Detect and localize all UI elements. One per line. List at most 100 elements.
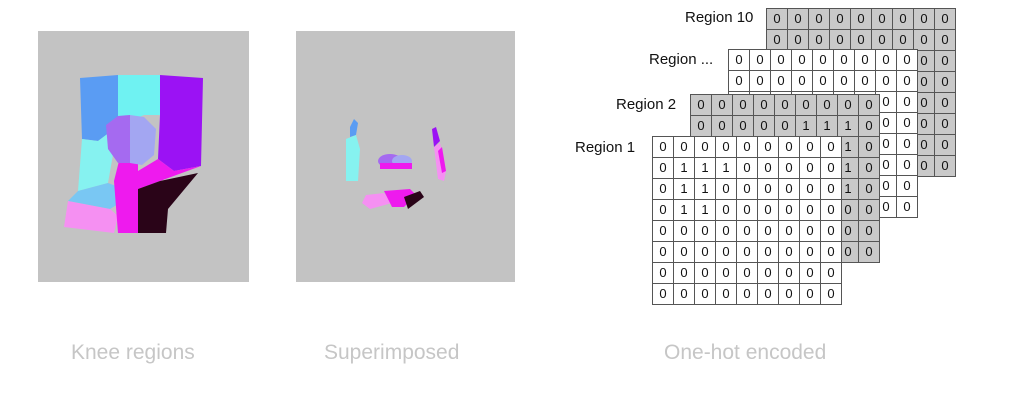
knee-regions-map (38, 31, 249, 282)
grid-cell: 0 (872, 30, 893, 51)
grid-cell: 0 (834, 50, 855, 71)
grid-cell: 0 (674, 137, 695, 158)
grid-cell: 0 (729, 50, 750, 71)
grid-cell: 1 (817, 116, 838, 137)
region-10-label: Region 10 (685, 9, 753, 26)
grid-cell: 0 (800, 263, 821, 284)
grid-cell: 0 (737, 242, 758, 263)
grid-cell: 0 (733, 95, 754, 116)
grid-cell: 0 (792, 50, 813, 71)
grid-cell: 0 (653, 179, 674, 200)
grid-cell: 0 (821, 137, 842, 158)
grid-cell: 0 (779, 221, 800, 242)
grid-cell: 0 (897, 50, 918, 71)
grid-cell: 0 (821, 200, 842, 221)
grid-row: 000000000 (653, 221, 842, 242)
grid-row: 011000000 (653, 179, 842, 200)
grid-cell: 0 (716, 137, 737, 158)
grid-cell: 0 (859, 137, 880, 158)
caption-knee-regions: Knee regions (71, 341, 195, 365)
region-2-label: Region 2 (616, 96, 676, 113)
grid-cell: 0 (800, 137, 821, 158)
grid-cell: 0 (716, 221, 737, 242)
grid-cell: 0 (737, 221, 758, 242)
grid-cell: 0 (893, 9, 914, 30)
grid-cell: 0 (695, 263, 716, 284)
grid-cell: 0 (775, 116, 796, 137)
grid-cell: 0 (859, 179, 880, 200)
grid-cell: 0 (821, 158, 842, 179)
grid-cell: 1 (716, 158, 737, 179)
grid-cell: 0 (716, 179, 737, 200)
grid-cell: 0 (779, 179, 800, 200)
grid-cell: 0 (897, 134, 918, 155)
grid-cell: 1 (796, 116, 817, 137)
grid-cell: 0 (758, 137, 779, 158)
grid-cell: 0 (800, 158, 821, 179)
grid-cell: 1 (838, 116, 859, 137)
grid-cell: 0 (674, 263, 695, 284)
grid-cell: 1 (674, 179, 695, 200)
grid-cell: 1 (695, 179, 716, 200)
grid-cell: 0 (767, 30, 788, 51)
grid-cell: 0 (691, 95, 712, 116)
grid-cell: 0 (897, 197, 918, 218)
grid-row: 000000000 (767, 9, 956, 30)
grid-cell: 0 (737, 284, 758, 305)
grid-cell: 0 (758, 284, 779, 305)
grid-cell: 0 (935, 51, 956, 72)
grid-row: 000000000 (729, 50, 918, 71)
grid-cell: 0 (712, 116, 733, 137)
grid-cell: 0 (821, 242, 842, 263)
grid-cell: 0 (935, 135, 956, 156)
caption-one-hot-encoded: One-hot encoded (664, 341, 826, 365)
grid-cell: 0 (935, 114, 956, 135)
grid-row: 000000000 (729, 71, 918, 92)
grid-cell: 0 (653, 200, 674, 221)
grid-cell: 0 (716, 200, 737, 221)
grid-cell: 0 (800, 242, 821, 263)
grid-cell: 0 (653, 221, 674, 242)
grid-cell: 0 (809, 9, 830, 30)
grid-cell: 0 (779, 200, 800, 221)
grid-cell: 0 (935, 156, 956, 177)
grid-cell: 0 (855, 71, 876, 92)
grid-cell: 0 (897, 113, 918, 134)
grid-cell: 0 (653, 242, 674, 263)
grid-cell: 0 (813, 50, 834, 71)
grid-cell: 1 (674, 200, 695, 221)
grid-cell: 0 (851, 9, 872, 30)
grid-cell: 0 (821, 263, 842, 284)
grid-cell: 0 (674, 221, 695, 242)
region-cyan-left-strip (346, 135, 360, 181)
grid-cell: 0 (809, 30, 830, 51)
grid-cell: 0 (653, 284, 674, 305)
grid-cell: 0 (767, 9, 788, 30)
superimposed-image (296, 31, 515, 282)
grid-cell: 0 (838, 95, 859, 116)
region-1-grid: 0000000000111000000110000000110000000000… (652, 136, 842, 305)
grid-cell: 0 (779, 263, 800, 284)
grid-row: 000000000 (653, 263, 842, 284)
region-1-label: Region 1 (575, 139, 635, 156)
grid-cell: 0 (935, 72, 956, 93)
grid-cell: 0 (821, 284, 842, 305)
grid-cell: 0 (935, 93, 956, 114)
grid-cell: 0 (859, 158, 880, 179)
grid-cell: 0 (872, 9, 893, 30)
grid-cell: 0 (758, 242, 779, 263)
grid-cell: 0 (859, 116, 880, 137)
grid-cell: 0 (775, 95, 796, 116)
superimposed-map (296, 31, 515, 282)
grid-cell: 0 (771, 71, 792, 92)
grid-cell: 0 (712, 95, 733, 116)
grid-cell: 0 (813, 71, 834, 92)
grid-cell: 0 (754, 95, 775, 116)
grid-cell: 0 (830, 9, 851, 30)
grid-cell: 0 (876, 71, 897, 92)
grid-cell: 0 (821, 179, 842, 200)
grid-cell: 0 (800, 179, 821, 200)
grid-cell: 1 (695, 200, 716, 221)
